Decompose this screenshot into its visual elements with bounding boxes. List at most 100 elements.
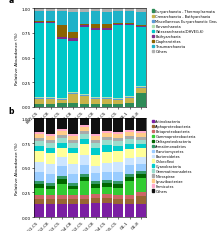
Bar (68, 140, 78, 143)
Bar (113, 104, 123, 107)
Bar (46, 140, 55, 143)
Bar (68, 93, 78, 94)
Bar (125, 103, 134, 107)
Bar (102, 146, 112, 152)
Bar (35, 139, 44, 142)
Bar (57, 12, 67, 26)
Bar (46, 22, 55, 23)
Y-axis label: Relative Abundance (%): Relative Abundance (%) (15, 142, 19, 194)
Bar (125, 140, 134, 145)
Bar (102, 97, 112, 99)
Bar (136, 132, 146, 134)
Bar (102, 132, 112, 134)
Bar (57, 119, 67, 130)
Bar (113, 195, 123, 200)
Bar (57, 204, 67, 217)
Bar (68, 200, 78, 204)
Bar (57, 184, 67, 195)
Bar (80, 126, 89, 128)
Bar (57, 179, 67, 184)
Bar (102, 100, 112, 104)
Bar (136, 89, 146, 94)
Bar (125, 181, 134, 195)
Bar (68, 204, 78, 217)
Bar (46, 119, 55, 135)
Bar (102, 183, 112, 187)
Bar (46, 100, 55, 104)
Bar (102, 198, 112, 203)
Bar (136, 204, 146, 217)
Bar (102, 163, 112, 172)
Bar (113, 139, 123, 142)
Bar (35, 172, 44, 181)
Bar (80, 104, 89, 107)
Bar (80, 132, 89, 135)
Bar (80, 28, 89, 95)
Bar (80, 155, 89, 165)
Bar (113, 133, 123, 135)
Bar (57, 143, 67, 149)
Bar (80, 195, 89, 200)
Bar (57, 176, 67, 179)
Bar (68, 183, 78, 186)
Bar (91, 97, 100, 99)
Bar (136, 174, 146, 178)
Bar (102, 140, 112, 146)
Bar (68, 137, 78, 140)
Bar (35, 100, 44, 104)
Bar (46, 204, 55, 217)
Bar (35, 200, 44, 204)
Bar (68, 42, 78, 93)
Bar (113, 181, 123, 184)
Bar (68, 190, 78, 195)
Bar (68, 94, 78, 95)
Bar (113, 119, 123, 133)
Bar (102, 134, 112, 138)
Bar (113, 135, 123, 139)
Bar (91, 31, 100, 97)
Bar (46, 137, 55, 140)
Bar (113, 172, 123, 181)
Bar (91, 135, 100, 137)
Bar (125, 26, 134, 97)
Bar (136, 134, 146, 138)
Bar (46, 24, 55, 97)
Bar (125, 145, 134, 149)
Bar (80, 200, 89, 204)
Bar (91, 25, 100, 29)
Bar (46, 174, 55, 183)
Bar (91, 195, 100, 198)
Legend: Euryarchaeota - Thermoplasmata, Crenarchaeota - Bathyarchaeia, Miscellaneous Eur: Euryarchaeota - Thermoplasmata, Crenarch… (152, 10, 217, 54)
Bar (113, 24, 123, 25)
Bar (125, 9, 134, 12)
Bar (46, 104, 55, 107)
Bar (35, 23, 44, 24)
Bar (57, 38, 67, 40)
Bar (102, 187, 112, 195)
Bar (46, 186, 55, 190)
Bar (113, 26, 123, 99)
Bar (113, 200, 123, 204)
Bar (91, 100, 100, 104)
Bar (136, 145, 146, 148)
Bar (35, 119, 44, 133)
Bar (68, 153, 78, 164)
Bar (68, 143, 78, 149)
Bar (80, 135, 89, 140)
Bar (35, 188, 44, 195)
Bar (102, 25, 112, 29)
Bar (125, 25, 134, 26)
Bar (35, 151, 44, 162)
Bar (125, 195, 134, 200)
Bar (46, 135, 55, 137)
Bar (46, 153, 55, 164)
Bar (91, 203, 100, 217)
Bar (46, 164, 55, 174)
Bar (91, 119, 100, 135)
Bar (136, 88, 146, 89)
Bar (80, 26, 89, 28)
Bar (80, 25, 89, 26)
Bar (35, 204, 44, 217)
Bar (57, 9, 67, 12)
Bar (68, 149, 78, 153)
